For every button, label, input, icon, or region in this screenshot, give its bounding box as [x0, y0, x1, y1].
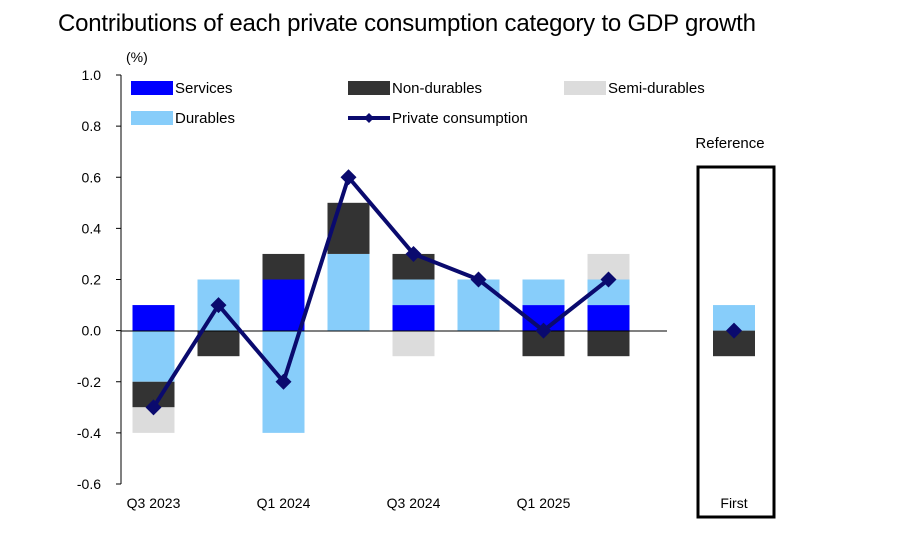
y-tick-label: 0.2	[82, 272, 102, 288]
y-tick-label: -0.4	[77, 425, 101, 441]
private-consumption-point	[145, 399, 162, 416]
y-tick-label: 0.4	[82, 220, 102, 236]
private-consumption-point	[340, 169, 357, 186]
line-layer	[145, 169, 617, 416]
y-tick-label: 0.6	[82, 169, 102, 185]
private-consumption-point	[210, 297, 227, 314]
bar-services	[262, 279, 305, 331]
y-ticks-layer: 1.0 0.8 0.6 0.4 0.2 0.0 -0.2 -0.4 -0.6	[77, 67, 121, 492]
bars-layer	[132, 202, 630, 433]
bar-non-durables	[327, 202, 370, 254]
legend-label: Non-durables	[392, 80, 482, 97]
legend-marker	[364, 113, 374, 123]
private-consumption-line	[151, 175, 610, 409]
bar-services	[392, 305, 435, 331]
legend-label: Durables	[175, 110, 235, 127]
y-tick-label: -0.6	[77, 476, 101, 492]
x-tick-label: Q3 2023	[127, 495, 181, 511]
x-ticks-layer: Q3 2023 Q1 2024 Q3 2024 Q1 2025	[127, 495, 571, 511]
legend-swatch-semi-durables	[564, 81, 606, 95]
x-tick-label: Q3 2024	[387, 495, 441, 511]
reference-title: Reference	[695, 135, 764, 152]
bar-durables	[392, 279, 435, 306]
bar-non-durables	[262, 253, 305, 280]
private-consumption-point	[405, 245, 422, 262]
y-tick-label: 0.0	[82, 323, 102, 339]
bar-durables	[132, 330, 175, 382]
y-axis-unit: (%)	[126, 49, 148, 65]
private-consumption-point	[535, 322, 552, 339]
chart-title: Contributions of each private consumptio…	[58, 10, 756, 37]
reference-private-consumption-marker	[726, 322, 742, 339]
legend-swatch-services	[131, 81, 173, 95]
legend-label: Services	[175, 80, 233, 97]
reference-label: First	[720, 495, 747, 511]
x-tick-label: Q1 2024	[257, 495, 311, 511]
reference-panel: Reference First	[695, 135, 776, 519]
legend-swatch-durables	[131, 111, 173, 125]
y-tick-label: 1.0	[82, 67, 102, 83]
x-tick-label: Q1 2025	[517, 495, 571, 511]
y-tick-label: 0.8	[82, 118, 102, 134]
y-tick-label: -0.2	[77, 374, 101, 390]
legend-label: Private consumption	[392, 110, 528, 127]
bar-durables	[522, 279, 565, 306]
bar-services	[587, 305, 630, 331]
legend-swatch-non-durables	[348, 81, 390, 95]
bar-durables	[327, 253, 370, 331]
legend: Services Non-durables Semi-durables Durable…	[131, 80, 705, 127]
bar-services	[132, 305, 175, 331]
bar-semi-durables	[392, 330, 435, 357]
legend-label: Semi-durables	[608, 80, 705, 97]
reference-box	[696, 165, 776, 519]
private-consumption-point	[470, 271, 487, 288]
private-consumption-point	[275, 373, 292, 390]
private-consumption-point	[600, 271, 617, 288]
bar-non-durables	[197, 330, 240, 357]
bar-non-durables	[587, 330, 630, 357]
